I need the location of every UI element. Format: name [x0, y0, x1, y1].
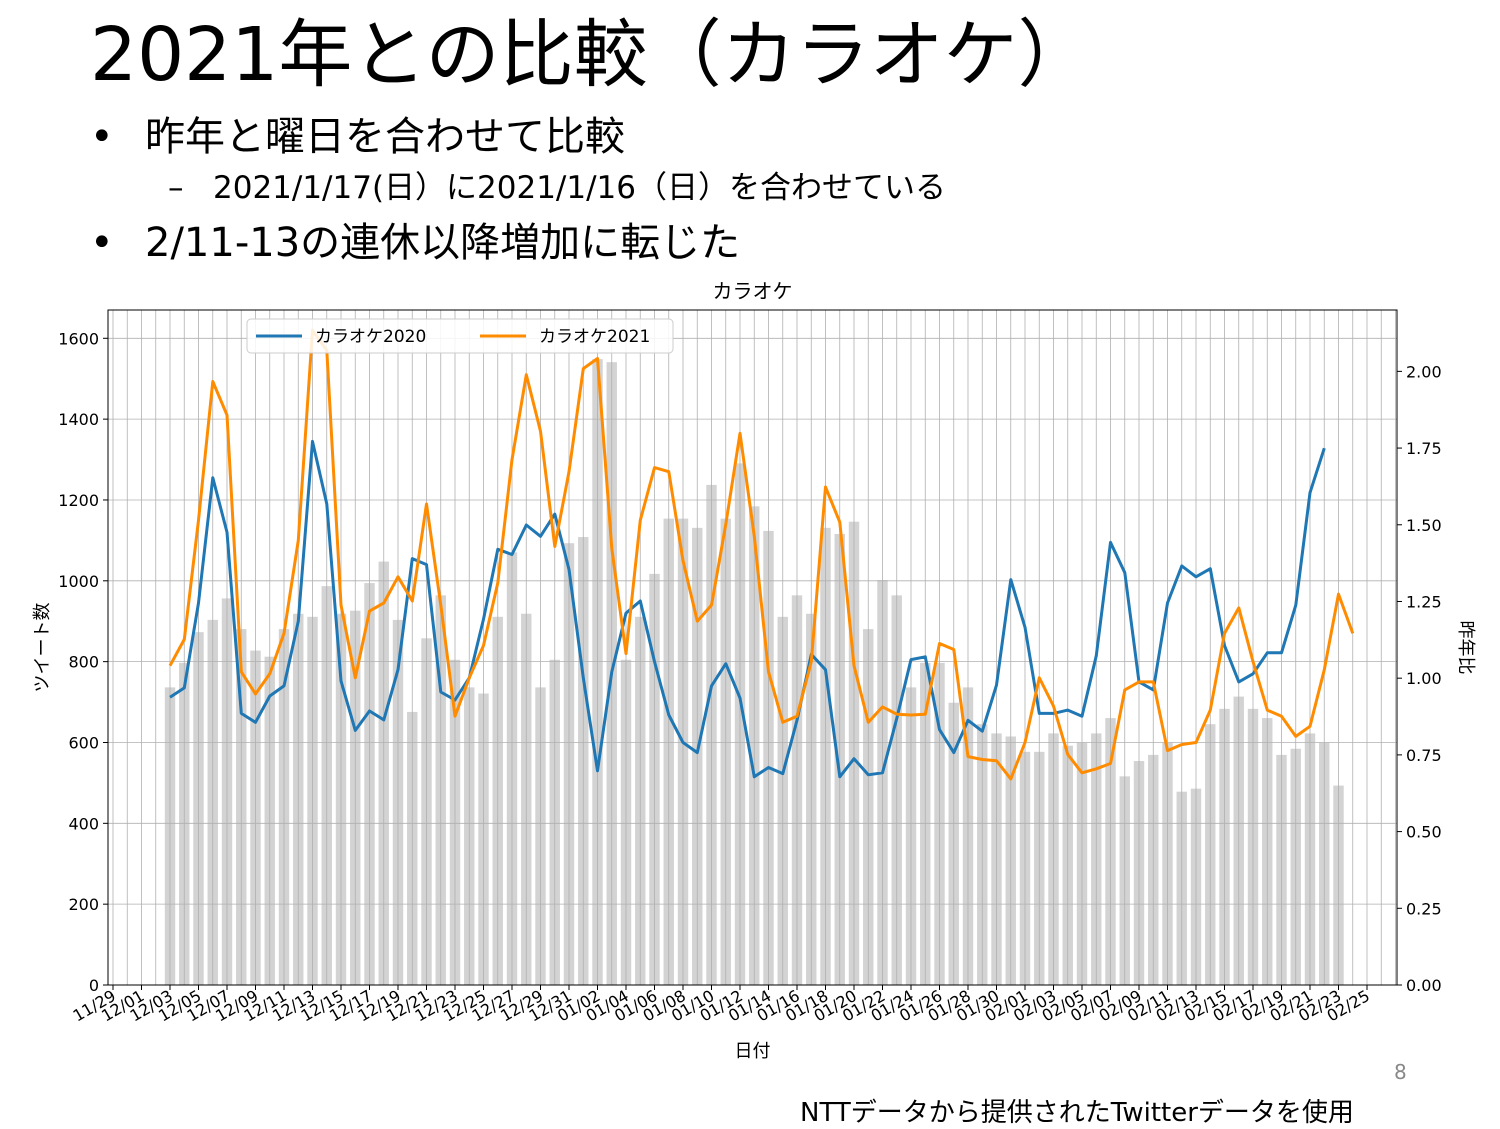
legend-box [246, 318, 674, 354]
right-tick-label: 1.50 [1406, 516, 1442, 535]
x-axis-label: 日付 [735, 1041, 771, 1062]
left-tick-label: 1200 [58, 491, 99, 510]
right-tick-label: 1.25 [1406, 592, 1442, 611]
bullet-marker: • [90, 220, 114, 266]
bullet-marker: • [90, 114, 114, 160]
left-tick-label: 200 [68, 895, 99, 914]
left-tick-label: 1000 [58, 572, 99, 591]
karaoke-chart: 0 200 400 600 800 1000 1200 1400 1600 0.00 0.25 0.5… [32, 279, 1476, 1062]
right-tick-label: 0.50 [1406, 823, 1442, 842]
line-series-2020 [169, 439, 1326, 779]
left-tick-label: 1600 [58, 329, 99, 348]
bullet-text: 昨年と曜日を合わせて比較 [145, 114, 625, 160]
bullet-1: • 昨年と曜日を合わせて比較 [90, 112, 625, 162]
left-tick-label: 600 [68, 733, 99, 752]
sub-bullet-text: 2021/1/17(日）に2021/1/16（日）を合わせている [213, 170, 946, 206]
left-tick-label: 1400 [58, 410, 99, 429]
left-axis-label: ツイート数 [32, 603, 53, 693]
left-tick-label: 800 [68, 653, 99, 672]
plot-frame [107, 309, 1398, 986]
left-tick-label: 400 [68, 814, 99, 833]
right-axis: 0.00 0.25 0.50 0.75 1.00 1.25 1.50 1.75 2.00 [1397, 362, 1442, 995]
right-tick-label: 1.00 [1406, 669, 1442, 688]
right-tick-label: 2.00 [1406, 362, 1442, 381]
page-number: 8 [1394, 1060, 1407, 1084]
chart-title: カラオケ [713, 279, 793, 303]
legend-label-2020: カラオケ2020 [315, 327, 426, 347]
right-tick-label: 1.75 [1406, 439, 1442, 458]
legend-label-2021: カラオケ2021 [539, 327, 650, 347]
x-axis: 11/2912/0112/0312/0512/0712/0912/1112/13… [70, 985, 1373, 1026]
right-tick-label: 0.00 [1406, 976, 1442, 995]
slide-title: 2021年との比較（カラオケ） [90, 12, 1092, 98]
left-axis: 0 200 400 600 800 1000 1200 1400 1600 [58, 329, 108, 995]
bullet-2: • 2/11-13の連休以降増加に転じた [90, 218, 740, 268]
right-axis-label: 昨年比 [1455, 621, 1476, 675]
sub-bullet-marker: – [168, 170, 184, 206]
left-tick-label: 0 [89, 976, 99, 995]
bullet-text: 2/11-13の連休以降増加に転じた [145, 220, 741, 266]
line-series-2021 [168, 328, 1355, 781]
legend: カラオケ2020 カラオケ2021 [246, 318, 674, 354]
source-note: NTTデータから提供されたTwitterデータを使用 [800, 1098, 1354, 1128]
right-tick-label: 0.75 [1406, 746, 1442, 765]
right-tick-label: 0.25 [1406, 899, 1442, 918]
sub-bullet: –2021/1/17(日）に2021/1/16（日）を合わせている [168, 168, 946, 208]
